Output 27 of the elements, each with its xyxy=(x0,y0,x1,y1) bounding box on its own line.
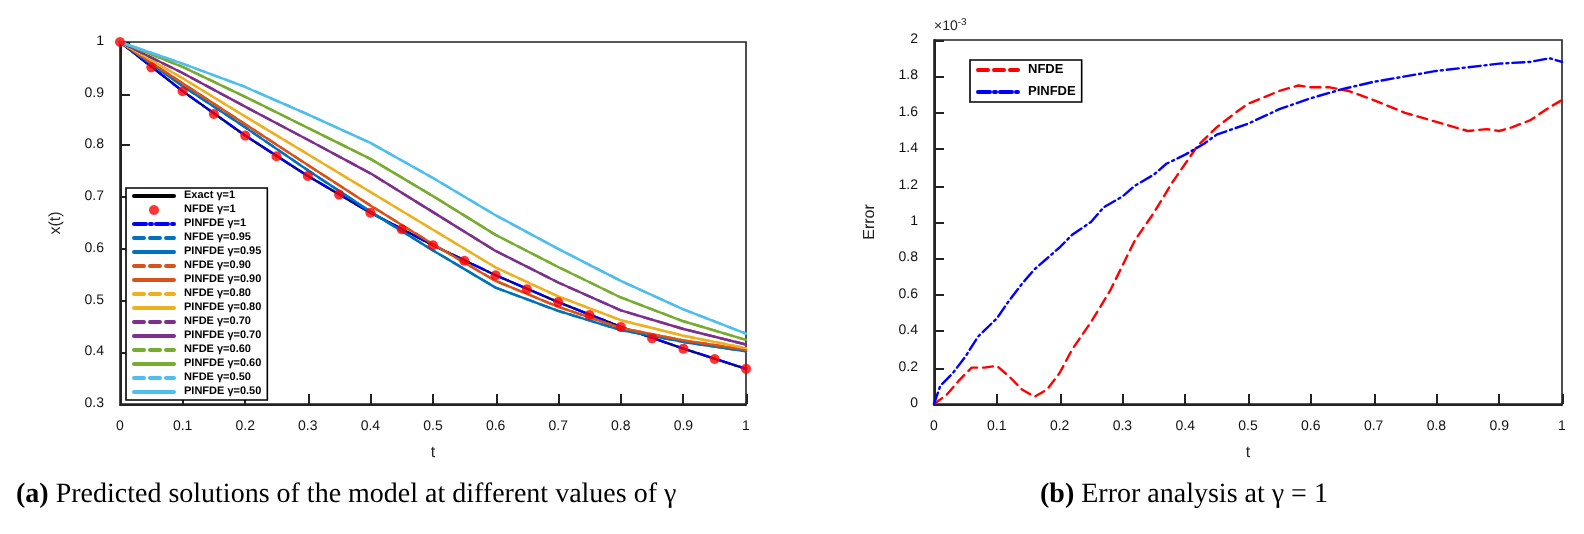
point xyxy=(208,108,219,119)
point xyxy=(615,321,626,332)
point xyxy=(553,297,564,308)
point xyxy=(741,363,751,374)
point xyxy=(428,240,438,251)
x-axis-title: t xyxy=(1245,442,1252,461)
point xyxy=(396,224,407,235)
point xyxy=(240,130,251,141)
point xyxy=(647,333,658,344)
text: (b) Error analysis at γ = 1 xyxy=(1040,480,1328,510)
point xyxy=(521,284,532,295)
y-axis-title: Error xyxy=(859,203,878,240)
point xyxy=(146,62,157,73)
point xyxy=(459,255,470,266)
point xyxy=(365,207,376,218)
point xyxy=(334,189,345,200)
x-axis-title: t xyxy=(430,442,437,461)
point xyxy=(490,270,501,281)
y-axis-title: x(t) xyxy=(45,210,64,235)
point xyxy=(271,151,282,162)
point xyxy=(678,343,689,354)
text: (a) Predicted solutions of the model at different values of γ xyxy=(16,480,677,510)
point xyxy=(584,310,595,321)
point xyxy=(709,354,720,365)
point xyxy=(115,37,125,47)
point xyxy=(177,86,188,97)
point xyxy=(302,170,313,181)
